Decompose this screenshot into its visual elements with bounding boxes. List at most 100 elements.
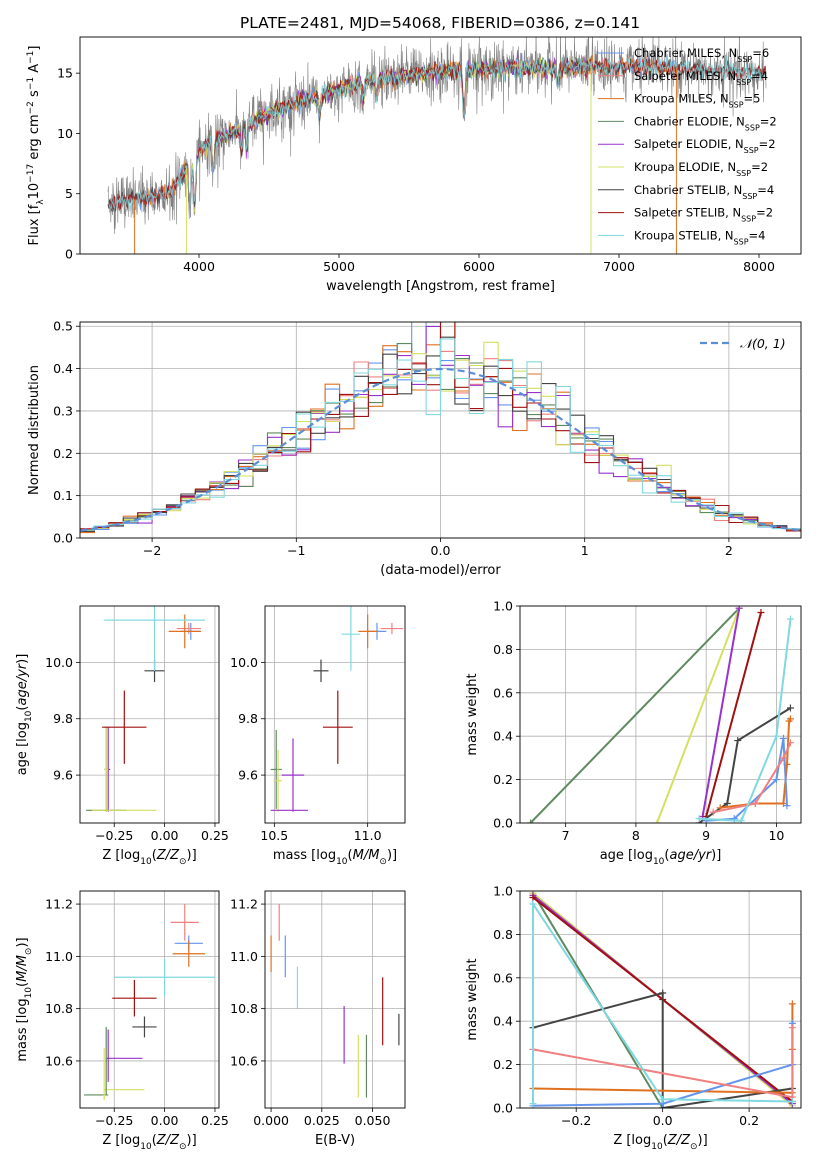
x-axis-label-part: ⊙ bbox=[690, 1142, 698, 1152]
y-axis-label: mass weight bbox=[465, 673, 480, 755]
legend-label-text: Kroupa ELODIE, N bbox=[634, 160, 736, 174]
model-spectrum-salpeter_stelib bbox=[107, 57, 767, 213]
legend-label-kroupa_elodie: Kroupa ELODIE, NSSP=2 bbox=[634, 160, 768, 178]
axes-frame bbox=[264, 605, 406, 824]
weight-line-salpeter_elodie bbox=[701, 608, 741, 817]
y-tick-label: 11.2 bbox=[230, 897, 258, 912]
y-tick-label: 9.6 bbox=[53, 768, 73, 783]
y-tick-label: 0.2 bbox=[493, 1057, 513, 1072]
weight-point-kroupa_stelib bbox=[786, 615, 794, 623]
y-tick-label: 10 bbox=[57, 126, 73, 141]
x-axis-label-part: age/yr bbox=[669, 848, 712, 863]
legend-label-sub: SSP bbox=[742, 191, 757, 200]
axes: −0.25 0.00 0.259.69.810.0Z [log10(Z/Z⊙)]ag… bbox=[15, 605, 229, 867]
weight-line-salpeter_miles bbox=[712, 742, 792, 814]
x-axis-label-part: ⊙ bbox=[179, 857, 187, 867]
legend-label-suffix: =2 bbox=[759, 137, 776, 151]
weight-line-chabrier_stelib bbox=[532, 991, 793, 1108]
residuals-histogram-panel: −2 −1 0.0 1 2 0.0 0.1 0.2 0.3 0.4 0.5 𝒩(0, 1) (data-… bbox=[27, 319, 802, 578]
y-axis-label-part: ] bbox=[27, 46, 42, 51]
weight-point-kroupa_miles bbox=[788, 1000, 796, 1008]
x-axis-label: Z [log10(Z/Z⊙)] bbox=[102, 1133, 196, 1152]
data-layer bbox=[527, 606, 794, 823]
legend-label-salpeter_miles: Salpeter MILES, NSSP=4 bbox=[634, 69, 768, 87]
x-tick-label: −2 bbox=[143, 543, 161, 558]
legend-label-text: Salpeter MILES, N bbox=[634, 69, 736, 83]
x-tick-label: 0.000 bbox=[253, 1113, 289, 1128]
legend-label-sub: SSP bbox=[745, 123, 760, 132]
x-axis-label-part: )] bbox=[187, 1133, 197, 1148]
x-axis-label-part: ( bbox=[152, 848, 157, 863]
x-axis-label-part: Z/Z bbox=[156, 848, 180, 863]
figure-title: PLATE=2481, MJD=54068, FIBERID=0386, z=0… bbox=[240, 14, 640, 32]
x-axis-label: E(B-V) bbox=[315, 1133, 355, 1148]
y-axis-label-part: mass weight bbox=[465, 673, 480, 755]
y-axis-label: age [log10(age/yr)] bbox=[15, 654, 34, 776]
weights-vs-metallicity-panel: −0.2 0.0 0.2 0.0 0.2 0.4 0.6 0.8 1.0 Z [log10(Z/Z… bbox=[465, 884, 802, 1152]
normal-curve bbox=[80, 367, 801, 532]
x-tick-label: 0.25 bbox=[201, 828, 229, 843]
plot-area bbox=[80, 891, 219, 1108]
y-tick-label: 10.8 bbox=[230, 1001, 258, 1016]
legend-label-sub: SSP bbox=[736, 169, 751, 178]
plot-area bbox=[265, 891, 405, 1108]
x-tick-label: 7 bbox=[562, 828, 570, 843]
x-axis-label-part: 10 bbox=[653, 857, 665, 867]
x-axis-label-part: )] bbox=[187, 848, 197, 863]
legend-label-sub: SSP bbox=[736, 77, 751, 86]
y-axis-label-part: A bbox=[27, 64, 42, 77]
weight-line-chabrier_elodie bbox=[529, 607, 740, 823]
y-axis-label-part: )] bbox=[15, 654, 30, 664]
y-tick-label: 1.0 bbox=[493, 599, 513, 614]
x-axis-label-part: ( bbox=[663, 1133, 668, 1148]
y-axis-label-part: M/M bbox=[15, 955, 30, 982]
y-tick-label: 0.4 bbox=[493, 1014, 513, 1029]
y-tick-label: 9.8 bbox=[238, 711, 258, 726]
weight-point-kroupa_stelib bbox=[737, 817, 745, 823]
mass-vs-ebv-panel: 0.000 0.025 0.050 10.6 10.8 11.0 11.2 E(B-V) bbox=[230, 890, 406, 1148]
weight-line-salpeter_stelib bbox=[705, 612, 762, 817]
weight-point-kroupa_stelib bbox=[695, 815, 703, 823]
legend-label-suffix: =2 bbox=[751, 160, 768, 174]
legend-label-sub: SSP bbox=[741, 214, 756, 223]
data-layer bbox=[529, 891, 796, 1108]
y-axis-label: Normed distribution bbox=[27, 365, 42, 495]
legend-label-suffix: =2 bbox=[760, 114, 777, 128]
plot-area bbox=[265, 606, 405, 823]
legend-label-text: Salpeter STELIB, N bbox=[634, 206, 741, 220]
y-axis-label-part: ( bbox=[15, 706, 30, 711]
y-axis-label: Flux [fλ10−17 erg cm−2 s−1 A−1] bbox=[26, 46, 46, 246]
axes-frame bbox=[519, 890, 802, 1109]
legend-label-suffix: =5 bbox=[744, 92, 761, 106]
weight-point-chabrier_miles bbox=[783, 802, 791, 810]
legend-label-sub: SSP bbox=[734, 237, 749, 246]
y-tick-label: 9.6 bbox=[238, 768, 258, 783]
y-tick-label: 0.1 bbox=[53, 488, 73, 503]
x-axis-label: Z [log10(Z/Z⊙)] bbox=[613, 1133, 707, 1152]
y-tick-label: 10.6 bbox=[45, 1053, 73, 1068]
data-layer bbox=[80, 322, 801, 534]
data-layer bbox=[84, 904, 215, 1101]
legend-label-chabrier_stelib: Chabrier STELIB, NSSP=4 bbox=[634, 183, 774, 201]
legend-label-salpeter_elodie: Salpeter ELODIE, NSSP=2 bbox=[634, 137, 776, 155]
legend-label-text: Salpeter ELODIE, N bbox=[634, 137, 744, 151]
weight-point-chabrier_elodie bbox=[527, 819, 535, 823]
axes-frame bbox=[264, 890, 406, 1109]
x-tick-label: 0.2 bbox=[739, 1113, 759, 1128]
y-axis-label-part: Normed distribution bbox=[27, 365, 42, 495]
x-tick-label: 7000 bbox=[603, 259, 635, 274]
weight-point-salpeter_miles bbox=[786, 739, 794, 747]
legend-label-chabrier_miles: Chabrier MILES, NSSP=6 bbox=[634, 46, 769, 64]
x-tick-label: 10 bbox=[768, 828, 784, 843]
weight-point-kroupa_elodie bbox=[653, 819, 661, 823]
x-tick-label: 10.5 bbox=[260, 828, 288, 843]
x-axis-label-part: ⊙ bbox=[379, 857, 387, 867]
weight-point-chabrier_stelib bbox=[786, 704, 794, 712]
y-axis-label: mass [log10(M/M⊙)] bbox=[15, 937, 34, 1061]
legend-label-text: Chabrier STELIB, N bbox=[634, 183, 742, 197]
y-axis-label-part: )] bbox=[15, 937, 30, 947]
